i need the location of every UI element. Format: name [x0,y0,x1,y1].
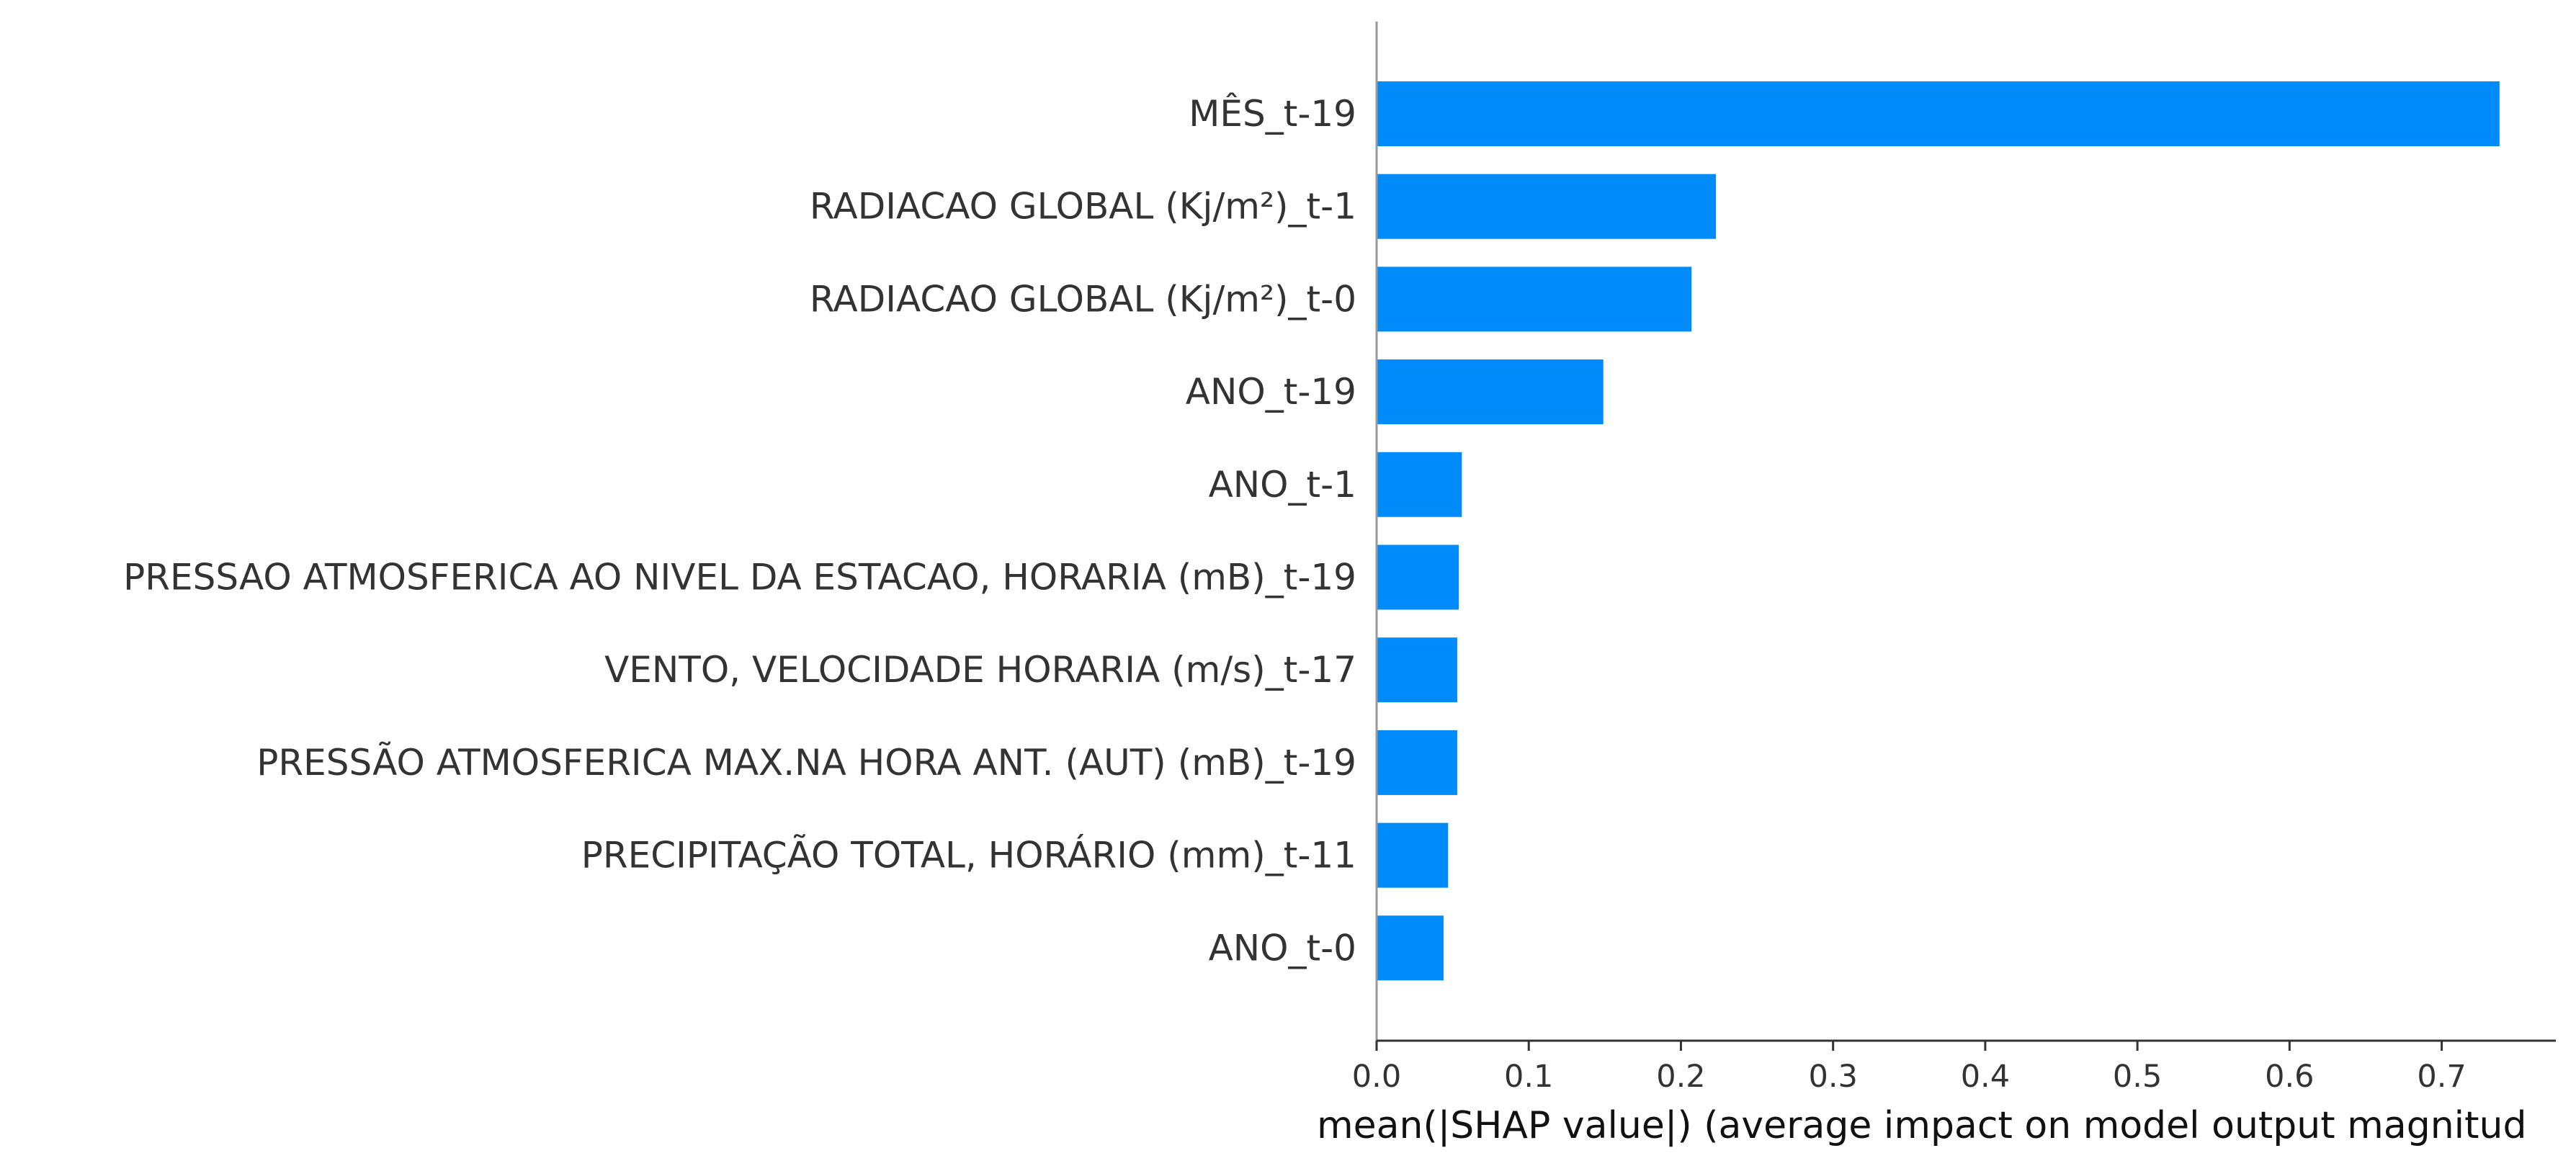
x-tick-label: 0.0 [1352,1059,1401,1095]
x-tick-label: 0.3 [1808,1059,1857,1095]
x-tick-label: 0.1 [1504,1059,1553,1095]
feature-label: ANO_t-1 [1209,464,1356,506]
x-tick-label: 0.7 [2417,1059,2466,1095]
bar [1377,544,1459,610]
x-tick-label: 0.4 [1961,1059,2010,1095]
feature-label: RADIACAO GLOBAL (Kj/m²)_t-1 [810,186,1356,228]
x-tick-label: 0.6 [2265,1059,2314,1095]
feature-labels-group: MÊS_t-19 RADIACAO GLOBAL (Kj/m²)_t-1 RADIA… [123,92,1356,969]
x-tick-label: 0.5 [2113,1059,2162,1095]
bar [1377,822,1449,888]
feature-label: MÊS_t-19 [1189,92,1356,135]
feature-label: PRESSÃO ATMOSFERICA MAX.NA HORA ANT. (AU… [256,742,1356,784]
feature-label: RADIACAO GLOBAL (Kj/m²)_t-0 [810,278,1356,320]
bar [1377,730,1457,795]
bar [1377,266,1692,332]
bar [1377,359,1604,425]
bar [1377,174,1717,239]
x-axis-label: mean(|SHAP value|) (average impact on mo… [1317,1104,2526,1147]
x-ticks-group: 0.0 0.1 0.2 0.3 0.4 0.5 0.6 0.7 [1352,1041,2467,1095]
feature-label: PRECIPITAÇÃO TOTAL, HORÁRIO (mm)_t-11 [581,834,1356,876]
feature-label: ANO_t-19 [1186,371,1356,413]
feature-label: VENTO, VELOCIDADE HORARIA (m/s)_t-17 [604,649,1356,691]
feature-label: PRESSAO ATMOSFERICA AO NIVEL DA ESTACAO,… [123,557,1356,598]
x-tick-label: 0.2 [1656,1059,1705,1095]
bar [1377,637,1457,703]
feature-label: ANO_t-0 [1209,927,1356,969]
bar [1377,452,1462,517]
bar [1377,915,1444,981]
bars-group [1377,81,2500,981]
bar [1377,81,2500,146]
